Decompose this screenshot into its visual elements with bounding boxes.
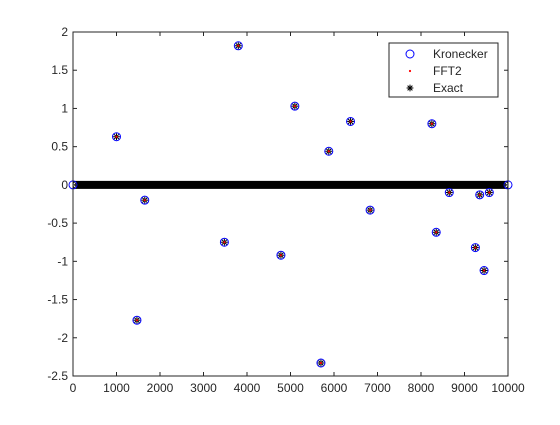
fft2-marker [327, 150, 330, 153]
legend: Kronecker FFT2 Exact [388, 42, 499, 98]
fft2-marker [430, 122, 433, 125]
x-tick-label: 1000 [103, 381, 130, 395]
x-tick-label: 4000 [234, 381, 261, 395]
x-tick-label: 0 [70, 381, 77, 395]
y-tick-label: 0 [61, 178, 68, 192]
legend-item-fft2: FFT2 [408, 64, 462, 78]
x-tick-label: 3000 [190, 381, 217, 395]
exact-marker [406, 84, 414, 92]
fft2-marker [474, 246, 477, 249]
fft2-marker [115, 135, 118, 138]
data-point [484, 188, 494, 198]
kronecker-marker [112, 132, 121, 142]
fft2-marker [293, 105, 296, 108]
x-tick-label: 10000 [491, 381, 525, 395]
fft2-marker [143, 199, 146, 202]
y-tick-label: -2.5 [47, 369, 68, 383]
kronecker-marker [365, 205, 375, 215]
y-tick-label: -0.5 [47, 216, 68, 230]
kronecker-marker [324, 146, 334, 156]
data-point [475, 190, 485, 200]
kronecker-marker [276, 250, 286, 260]
axes: 0 1000 2000 3000 4000 5000 6000 7000 8000 9000 100… [47, 25, 525, 395]
kronecker-marker [346, 116, 356, 126]
kronecker-marker [470, 243, 480, 253]
data-point [365, 205, 375, 215]
kronecker-marker [427, 119, 437, 129]
kronecker-marker [475, 190, 485, 200]
x-tick-label: 7000 [364, 381, 391, 395]
kronecker-marker [431, 227, 441, 237]
data-point [233, 41, 243, 51]
fft2-marker [279, 254, 283, 257]
kronecker-marker [484, 188, 494, 198]
data-point [112, 132, 121, 142]
fft2-marker [237, 44, 240, 47]
fft2-marker [369, 209, 372, 212]
data-point [276, 250, 286, 260]
y-tick-label: 1.5 [51, 63, 68, 77]
data-point [427, 119, 437, 129]
fft2-marker [488, 191, 491, 194]
data-point [324, 146, 334, 156]
zero-band-fill [73, 180, 508, 189]
legend-item-kronecker: Kronecker [405, 47, 488, 61]
kronecker-marker [219, 237, 229, 247]
y-tick-label: -1.5 [47, 293, 68, 307]
fft2-marker [478, 193, 481, 196]
fft2-marker [223, 241, 226, 244]
y-tick-label: -2 [57, 331, 68, 345]
kronecker-marker [444, 188, 454, 198]
x-tick-label: 2000 [147, 381, 174, 395]
legend-label: Kronecker [433, 47, 488, 61]
legend-label: FFT2 [433, 64, 462, 78]
kronecker-marker [132, 315, 142, 325]
fft2-marker [448, 191, 451, 194]
kronecker-marker [316, 358, 326, 368]
fft2-marker [482, 269, 486, 272]
y-tick-label: 1 [61, 101, 68, 115]
legend-label: Exact [433, 81, 464, 95]
fft2-marker [319, 361, 323, 365]
data-point [431, 227, 441, 237]
x-tick-label: 9000 [451, 381, 478, 395]
fft2-marker [435, 231, 438, 234]
y-tick-label: 0.5 [51, 140, 68, 154]
zero-value-band [68, 180, 513, 190]
kronecker-marker [233, 41, 243, 51]
data-point [346, 116, 356, 126]
y-tick-label: 2 [61, 25, 68, 39]
x-tick-label: 5000 [277, 381, 304, 395]
data-point [479, 266, 489, 276]
fft2-marker [135, 319, 139, 322]
y-tick-label: -1 [57, 254, 68, 268]
data-point [132, 315, 142, 325]
data-point [219, 237, 229, 247]
data-point [140, 195, 150, 205]
kronecker-marker [405, 49, 415, 59]
legend-item-exact: Exact [406, 81, 464, 95]
data-point [290, 101, 300, 111]
data-point [316, 358, 326, 368]
kronecker-marker [479, 266, 489, 276]
data-point [470, 243, 480, 253]
fft2-marker [408, 69, 412, 73]
data-point [444, 188, 454, 198]
x-tick-label: 8000 [408, 381, 435, 395]
kronecker-marker [140, 195, 150, 205]
fft2-marker [349, 120, 352, 123]
x-tick-label: 6000 [321, 381, 348, 395]
kronecker-marker [290, 101, 300, 111]
